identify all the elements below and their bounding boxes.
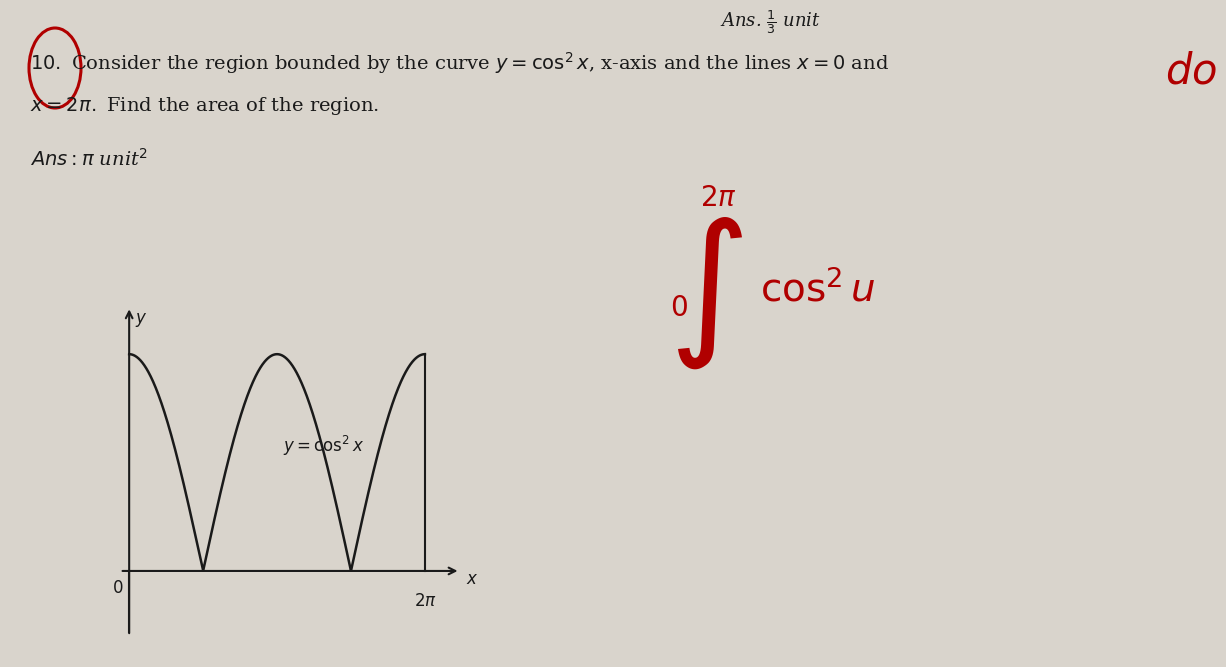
Text: $do$: $do$ bbox=[1165, 50, 1217, 92]
Text: $2\pi$: $2\pi$ bbox=[700, 185, 737, 212]
Text: $2\pi$: $2\pi$ bbox=[413, 593, 436, 610]
Text: $x$: $x$ bbox=[466, 571, 478, 588]
Text: $Ans : \pi$ unit$^2$: $Ans : \pi$ unit$^2$ bbox=[29, 148, 147, 170]
Text: Ans. $\frac{1}{3}$ unit: Ans. $\frac{1}{3}$ unit bbox=[720, 8, 821, 36]
Text: $0$: $0$ bbox=[669, 295, 688, 322]
Text: $y$: $y$ bbox=[135, 311, 147, 329]
Text: $0$: $0$ bbox=[112, 580, 123, 596]
Text: $10.$ Consider the region bounded by the curve $y = \cos^2 x$, x-axis and the li: $10.$ Consider the region bounded by the… bbox=[29, 50, 889, 76]
Text: $\int$: $\int$ bbox=[668, 215, 743, 371]
Text: $y = \cos^2 x$: $y = \cos^2 x$ bbox=[283, 434, 364, 458]
Text: $\cos^2 u$: $\cos^2 u$ bbox=[760, 270, 875, 309]
Text: $x = 2\pi.$ Find the area of the region.: $x = 2\pi.$ Find the area of the region. bbox=[29, 95, 379, 117]
